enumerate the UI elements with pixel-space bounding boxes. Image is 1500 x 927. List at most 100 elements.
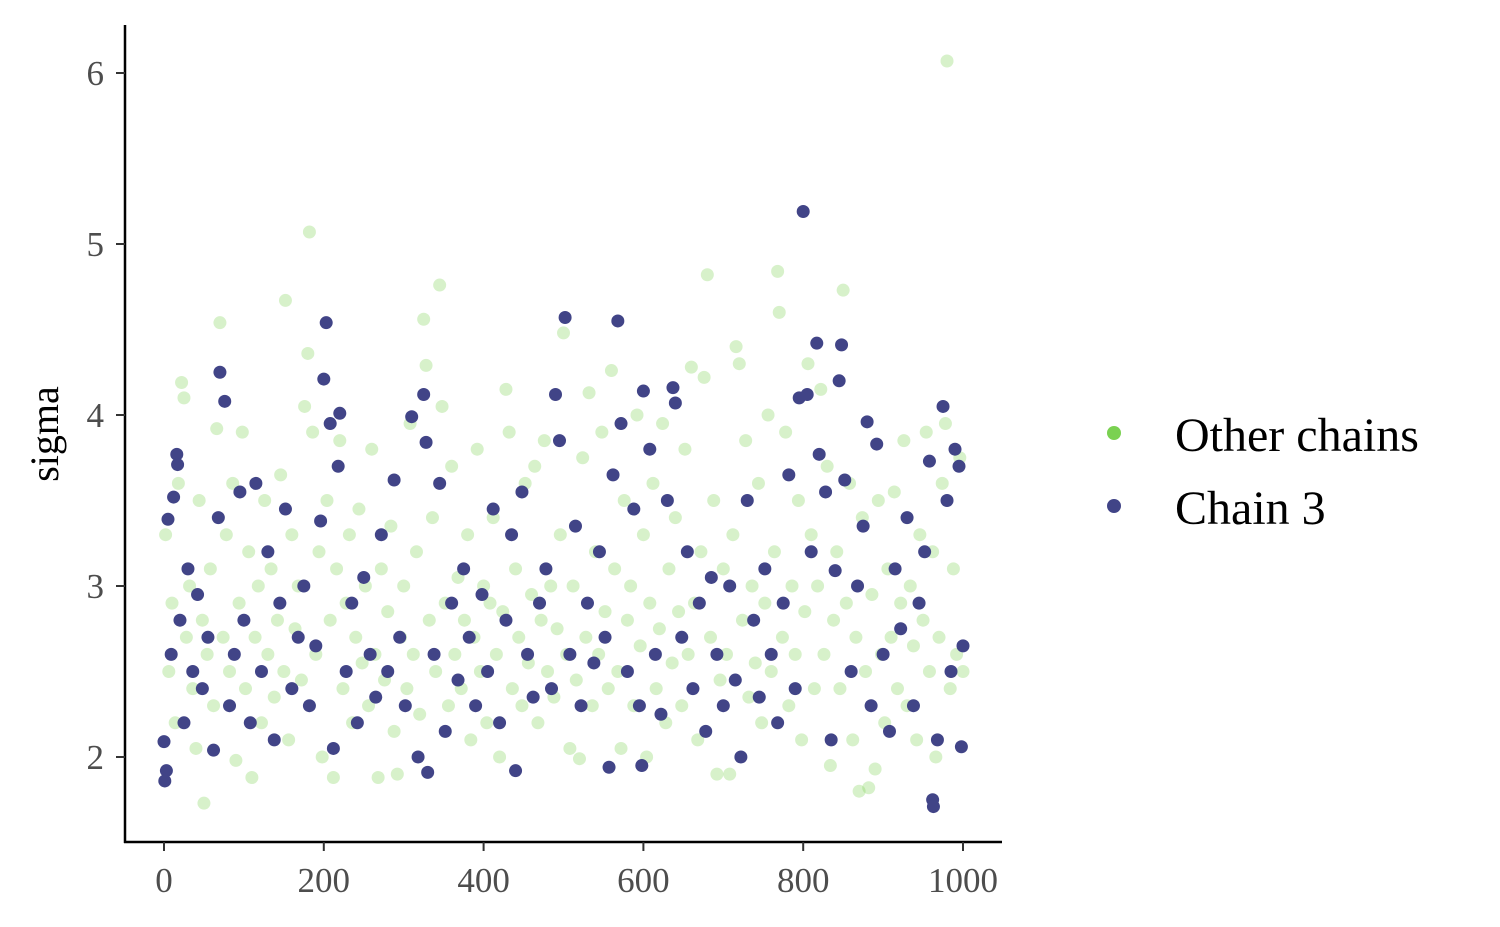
data-point	[164, 647, 178, 661]
x-ticks: 0 200 400 600 800 1000	[155, 842, 998, 900]
data-point	[267, 733, 281, 747]
data-point	[713, 673, 727, 687]
data-point	[919, 425, 933, 439]
data-point	[585, 699, 599, 713]
data-point	[627, 502, 641, 516]
data-point	[200, 647, 214, 661]
data-point	[810, 336, 824, 350]
data-point	[643, 442, 657, 456]
data-point	[569, 673, 583, 687]
data-point	[704, 630, 718, 644]
data-point	[865, 588, 879, 602]
data-point	[171, 458, 185, 472]
data-point	[218, 394, 232, 408]
data-point	[502, 425, 516, 439]
data-point	[235, 425, 249, 439]
data-point	[611, 314, 625, 328]
data-point	[387, 473, 401, 487]
data-point	[739, 434, 753, 448]
data-point	[429, 665, 443, 678]
data-point	[302, 225, 316, 239]
x-tick-label: 800	[777, 861, 830, 900]
data-point	[457, 562, 471, 576]
data-point	[859, 665, 873, 678]
series-other-chains	[159, 54, 970, 810]
data-point	[406, 647, 420, 661]
data-point	[888, 562, 902, 576]
data-point	[210, 422, 224, 436]
data-point	[374, 562, 388, 576]
data-point	[541, 665, 555, 678]
data-point	[870, 437, 884, 451]
data-point	[954, 740, 968, 754]
data-point	[486, 502, 500, 516]
data-point	[824, 733, 838, 747]
data-point	[232, 596, 246, 610]
data-point	[425, 511, 439, 525]
data-point	[595, 425, 609, 439]
data-point	[207, 743, 221, 757]
data-point	[811, 579, 825, 593]
data-point	[438, 724, 452, 738]
data-point	[680, 545, 694, 559]
data-point	[489, 647, 503, 661]
y-axis-label: sigma	[22, 386, 67, 482]
data-point	[159, 528, 173, 542]
data-point	[531, 716, 545, 730]
data-point	[648, 647, 662, 661]
data-point	[448, 647, 462, 661]
data-point	[782, 468, 796, 482]
data-point	[771, 716, 785, 730]
data-point	[261, 647, 275, 661]
data-point	[776, 596, 790, 610]
data-point	[723, 767, 737, 781]
data-point	[598, 605, 612, 619]
data-point	[306, 425, 320, 439]
data-point	[635, 759, 649, 773]
data-point	[732, 357, 746, 371]
data-point	[856, 519, 870, 533]
data-point	[862, 781, 876, 795]
data-point	[761, 408, 775, 422]
data-point	[817, 647, 831, 661]
data-point	[405, 410, 419, 424]
data-point	[175, 376, 189, 390]
data-point	[678, 442, 692, 456]
data-point	[433, 278, 447, 292]
data-point	[312, 545, 326, 559]
data-point	[333, 434, 347, 448]
data-point	[157, 735, 171, 749]
data-point	[374, 528, 388, 542]
data-point	[819, 485, 833, 499]
data-point	[602, 760, 616, 774]
data-point	[512, 630, 526, 644]
data-point	[820, 459, 834, 473]
data-point	[665, 656, 679, 670]
data-point	[549, 387, 563, 401]
data-point	[249, 476, 263, 490]
legend: Other chains Chain 3	[1107, 409, 1419, 535]
data-point	[277, 665, 291, 678]
data-point	[601, 682, 615, 696]
data-point	[445, 459, 459, 473]
data-point	[608, 562, 622, 576]
data-point	[357, 570, 371, 584]
data-point	[686, 682, 700, 696]
data-point	[887, 485, 901, 499]
data-point	[245, 771, 259, 785]
data-point	[525, 588, 539, 602]
data-point	[823, 759, 837, 773]
data-point	[758, 596, 772, 610]
data-point	[387, 724, 401, 738]
legend-label-chain-3: Chain 3	[1175, 482, 1326, 535]
data-point	[598, 630, 612, 644]
data-point	[461, 528, 475, 542]
data-point	[191, 588, 205, 602]
data-point	[779, 425, 793, 439]
data-point	[796, 205, 810, 219]
data-point	[363, 647, 377, 661]
data-point	[882, 724, 896, 738]
data-point	[553, 434, 567, 448]
data-point	[258, 494, 272, 507]
data-point	[422, 613, 436, 627]
